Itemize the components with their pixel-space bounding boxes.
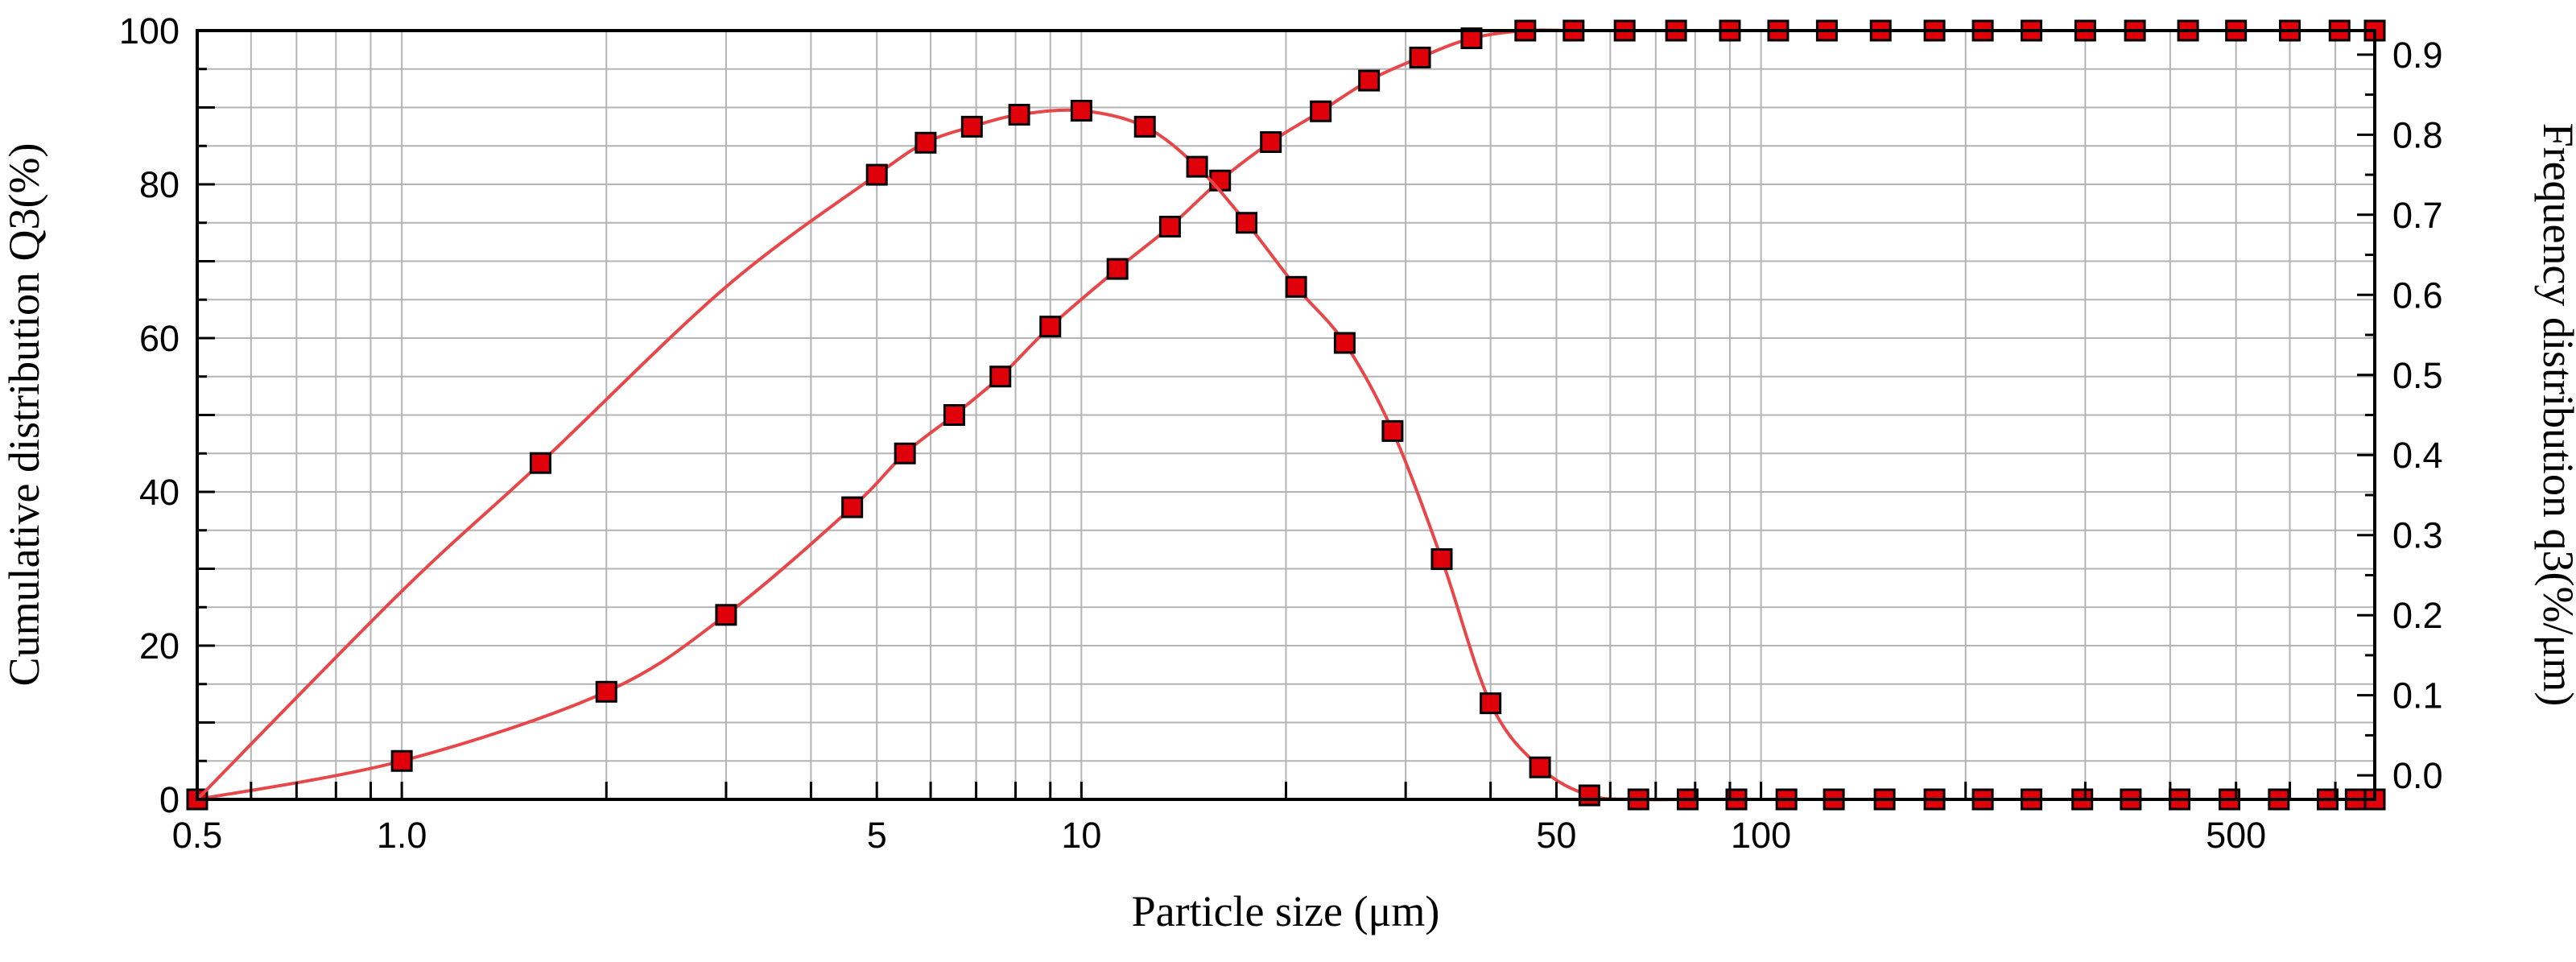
y-left-axis-title: Cumulative distribution Q3(%) bbox=[0, 143, 48, 687]
cumulative-point bbox=[989, 365, 1012, 388]
frequency-point bbox=[865, 163, 888, 186]
x-tick-label: 5 bbox=[867, 815, 887, 856]
y-right-tick-label: 0.0 bbox=[2392, 755, 2443, 796]
cumulative-point bbox=[1310, 100, 1332, 122]
x-tick-label: 10 bbox=[1061, 815, 1101, 856]
frequency-point bbox=[1285, 275, 1307, 298]
tick-labels: 0.5 1.0 5 10 50 100 500 0 20 40 60 80 100 0.0 0.1 0.2 0.… bbox=[119, 10, 2443, 856]
frequency-point bbox=[960, 115, 983, 138]
y-left-tick-label: 100 bbox=[119, 10, 180, 52]
y-left-tick-label: 60 bbox=[139, 318, 180, 359]
y-right-tick-label: 0.2 bbox=[2392, 595, 2443, 636]
frequency-point bbox=[1381, 419, 1404, 442]
ticks bbox=[196, 29, 2376, 801]
cumulative-point bbox=[1039, 316, 1062, 338]
y-left-tick-label: 40 bbox=[139, 472, 180, 513]
y-right-tick-label: 0.6 bbox=[2392, 275, 2443, 316]
x-tick-label: 0.5 bbox=[172, 815, 223, 856]
cumulative-point bbox=[1260, 130, 1282, 153]
frequency-point bbox=[529, 452, 551, 474]
x-tick-label: 1.0 bbox=[377, 815, 427, 856]
cumulative-point bbox=[715, 604, 737, 626]
cumulative-point bbox=[1409, 46, 1431, 68]
cumulative-point bbox=[943, 404, 965, 426]
y-right-tick-label: 0.1 bbox=[2392, 675, 2443, 716]
x-tick-label: 100 bbox=[1731, 815, 1791, 856]
y-right-tick-label: 0.3 bbox=[2392, 515, 2443, 556]
x-tick-label: 500 bbox=[2206, 815, 2266, 856]
frequency-point bbox=[1070, 99, 1092, 122]
frequency-point bbox=[914, 131, 937, 154]
frequency-point bbox=[1480, 692, 1502, 715]
cumulative-point bbox=[595, 680, 617, 703]
cumulative-point bbox=[1358, 69, 1381, 92]
y-right-tick-label: 0.9 bbox=[2392, 35, 2443, 76]
cumulative-point bbox=[841, 496, 864, 518]
frequency-point bbox=[1430, 548, 1453, 571]
frequency-point bbox=[1529, 756, 1551, 778]
frequency-point bbox=[1578, 784, 1600, 807]
y-left-tick-label: 0 bbox=[159, 779, 180, 820]
cumulative-point bbox=[1106, 258, 1129, 280]
frequency-point bbox=[1008, 103, 1030, 126]
frequency-point bbox=[1186, 155, 1208, 178]
grid bbox=[196, 30, 2376, 800]
y-left-tick-label: 20 bbox=[139, 626, 180, 667]
y-right-tick-label: 0.4 bbox=[2392, 435, 2443, 476]
cumulative-point bbox=[1158, 216, 1181, 238]
y-right-tick-label: 0.8 bbox=[2392, 114, 2443, 155]
frequency-point bbox=[1333, 332, 1356, 354]
x-axis-title: Particle size (μm) bbox=[1132, 887, 1440, 935]
frequency-point bbox=[1133, 115, 1156, 138]
cumulative-point bbox=[894, 442, 916, 464]
frequency-point bbox=[1236, 212, 1258, 234]
x-tick-label: 50 bbox=[1536, 815, 1576, 856]
y-right-tick-label: 0.5 bbox=[2392, 355, 2443, 396]
cumulative-point bbox=[390, 749, 413, 772]
y-left-tick-label: 80 bbox=[139, 164, 180, 205]
y-right-tick-label: 0.7 bbox=[2392, 195, 2443, 236]
y-right-axis-title: Frequency distribution q3(%/μm) bbox=[2534, 123, 2576, 707]
cumulative-point bbox=[1209, 169, 1232, 192]
